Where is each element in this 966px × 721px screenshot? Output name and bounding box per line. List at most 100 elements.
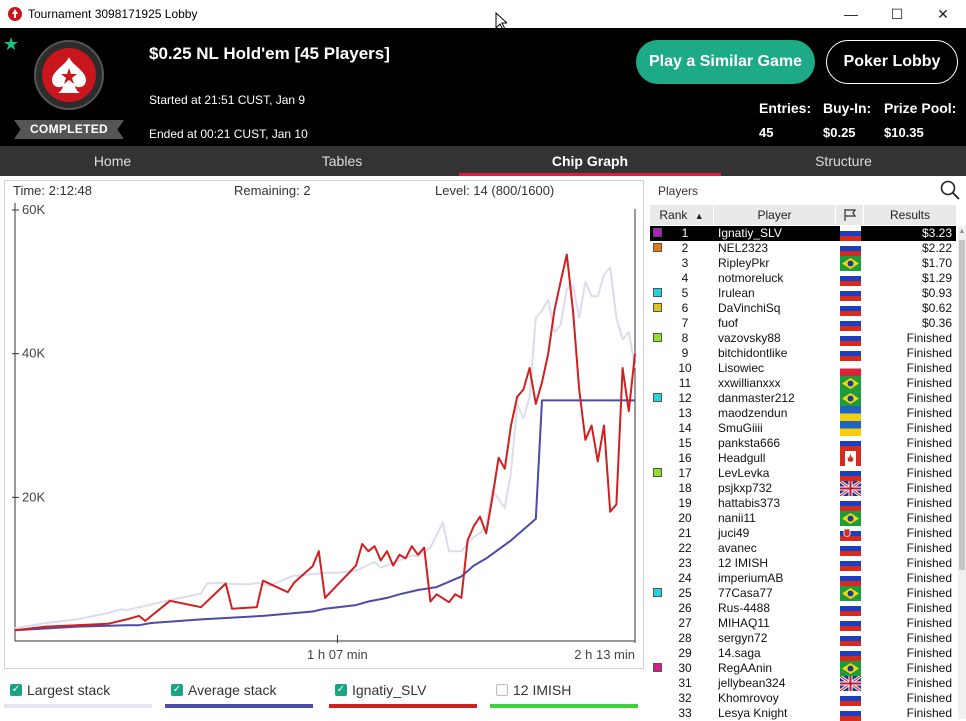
player-row[interactable]: 1 Ignatiy_SLV $3.23 xyxy=(650,226,956,241)
checkbox-icon[interactable]: ✓ xyxy=(335,684,347,696)
country-flag-icon xyxy=(840,496,861,511)
scrollbar-thumb[interactable] xyxy=(959,240,965,570)
graph-color-swatch[interactable] xyxy=(653,468,662,477)
player-result: Finished xyxy=(906,436,952,450)
player-row[interactable]: 32 Khomrovoy Finished xyxy=(650,691,956,706)
player-row[interactable]: 10 Lisowiec Finished xyxy=(650,361,956,376)
favorite-star-icon[interactable]: ★ xyxy=(3,34,20,54)
series-line-largest-stack xyxy=(14,266,636,630)
poker-lobby-button[interactable]: Poker Lobby xyxy=(826,40,958,84)
graph-color-swatch[interactable] xyxy=(653,588,662,597)
column-player[interactable]: Player xyxy=(714,205,836,225)
player-result: Finished xyxy=(906,391,952,405)
player-row[interactable]: 30 RegAAnin Finished xyxy=(650,661,956,676)
player-row[interactable]: 11 xxwillianxxx Finished xyxy=(650,376,956,391)
player-row[interactable]: 22 avanec Finished xyxy=(650,541,956,556)
minimize-button[interactable]: — xyxy=(844,6,858,22)
player-row[interactable]: 26 Rus-4488 Finished xyxy=(650,601,956,616)
player-name: xxwillianxxx xyxy=(718,376,781,390)
player-row[interactable]: 19 hattabis373 Finished xyxy=(650,496,956,511)
player-row[interactable]: 20 nanii11 Finished xyxy=(650,511,956,526)
player-row[interactable]: 7 fuof $0.36 xyxy=(650,316,956,331)
tab-tables[interactable]: Tables xyxy=(321,153,363,169)
column-country[interactable] xyxy=(836,205,864,225)
player-row[interactable]: 24 imperiumAB Finished xyxy=(650,571,956,586)
player-row[interactable]: 31 jellybean324 Finished xyxy=(650,676,956,691)
country-flag-icon xyxy=(840,556,861,571)
players-panel: Players Rank ▲ Player Results 1 Ignatiy_S… xyxy=(650,178,966,721)
player-name: fuof xyxy=(718,316,739,330)
legend-label: Largest stack xyxy=(27,682,111,698)
graph-color-swatch[interactable] xyxy=(653,303,662,312)
player-row[interactable]: 23 12 IMISH Finished xyxy=(650,556,956,571)
graph-color-swatch[interactable] xyxy=(653,228,662,237)
y-tick-label: 20K xyxy=(22,489,45,504)
close-button[interactable]: ✕ xyxy=(937,5,949,22)
player-rank: 14 xyxy=(678,421,692,435)
player-name: maodzendun xyxy=(718,406,788,420)
tab-home[interactable]: Home xyxy=(93,153,132,169)
player-row[interactable]: 18 psjkxp732 Finished xyxy=(650,481,956,496)
player-row[interactable]: 13 maodzendun Finished xyxy=(650,406,956,421)
column-rank[interactable]: Rank ▲ xyxy=(650,205,714,225)
player-name: danmaster212 xyxy=(718,391,795,405)
tab-structure[interactable]: Structure xyxy=(815,153,872,169)
player-result: $0.93 xyxy=(921,286,952,300)
chart-info-bar: Time: 2:12:48 Remaining: 2 Level: 14 (80… xyxy=(5,181,645,201)
player-row[interactable]: 9 bitchidontlike Finished xyxy=(650,346,956,361)
players-scrollbar[interactable]: ▲ xyxy=(958,226,966,719)
player-result: $1.70 xyxy=(921,256,952,270)
checkbox-icon[interactable]: ✓ xyxy=(10,684,22,696)
player-name: jellybean324 xyxy=(718,676,786,690)
player-name: Rus-4488 xyxy=(718,601,771,615)
country-flag-icon xyxy=(840,361,861,376)
players-header: Players xyxy=(650,178,966,204)
player-rank: 18 xyxy=(678,481,692,495)
graph-color-swatch[interactable] xyxy=(653,333,662,342)
graph-color-swatch[interactable] xyxy=(653,243,662,252)
legend-ignatiy-slv[interactable]: ✓ Ignatiy_SLV xyxy=(329,680,479,710)
maximize-button[interactable]: ☐ xyxy=(890,5,904,22)
player-row[interactable]: 12 danmaster212 Finished xyxy=(650,391,956,406)
graph-color-swatch[interactable] xyxy=(653,288,662,297)
player-row[interactable]: 16 Headgull Finished xyxy=(650,451,956,466)
country-flag-icon xyxy=(840,346,861,361)
player-row[interactable]: 28 sergyn72 Finished xyxy=(650,631,956,646)
player-row[interactable]: 6 DaVinchiSq $0.62 xyxy=(650,301,956,316)
scroll-up-arrow-icon[interactable]: ▲ xyxy=(958,228,966,235)
tournament-header: ★ COMPLETED $0.25 NL Hold'em [45 Players… xyxy=(0,28,966,146)
player-row[interactable]: 14 SmuGiiii Finished xyxy=(650,421,956,436)
country-flag-icon xyxy=(840,571,861,586)
graph-color-swatch[interactable] xyxy=(653,393,662,402)
country-flag-icon xyxy=(840,691,861,706)
player-row[interactable]: 25 77Casa77 Finished xyxy=(650,586,956,601)
player-result: Finished xyxy=(906,481,952,495)
legend-12-imish[interactable]: 12 IMISH xyxy=(490,680,640,710)
play-similar-game-button[interactable]: Play a Similar Game xyxy=(636,40,815,84)
checkbox-icon[interactable] xyxy=(496,684,508,696)
player-row[interactable]: 17 LevLevka Finished xyxy=(650,466,956,481)
entries-label: Entries: xyxy=(759,100,812,116)
spade-star-icon xyxy=(52,57,86,93)
player-row[interactable]: 27 MIHAQ11 Finished xyxy=(650,616,956,631)
checkbox-icon[interactable]: ✓ xyxy=(171,684,183,696)
legend-average-stack[interactable]: ✓ Average stack xyxy=(165,680,315,710)
player-row[interactable]: 15 panksta666 Finished xyxy=(650,436,956,451)
player-row[interactable]: 2 NEL2323 $2.22 xyxy=(650,241,956,256)
country-flag-icon xyxy=(840,586,861,601)
search-icon[interactable] xyxy=(940,180,960,200)
graph-color-swatch[interactable] xyxy=(653,663,662,672)
player-row[interactable]: 4 notmoreluck $1.29 xyxy=(650,271,956,286)
player-row[interactable]: 21 juci49 Finished xyxy=(650,526,956,541)
entries-value: 45 xyxy=(759,125,774,140)
player-name: RegAAnin xyxy=(718,661,773,675)
player-row[interactable]: 29 14.saga Finished xyxy=(650,646,956,661)
player-rank: 16 xyxy=(678,451,692,465)
player-result: Finished xyxy=(906,676,952,690)
player-row[interactable]: 8 vazovsky88 Finished xyxy=(650,331,956,346)
player-rank: 28 xyxy=(678,631,692,645)
player-row[interactable]: 3 RipleyPkr $1.70 xyxy=(650,256,956,271)
tab-chip-graph[interactable]: Chip Graph xyxy=(459,146,721,176)
column-results[interactable]: Results xyxy=(889,208,930,222)
player-row[interactable]: 5 Irulean $0.93 xyxy=(650,286,956,301)
